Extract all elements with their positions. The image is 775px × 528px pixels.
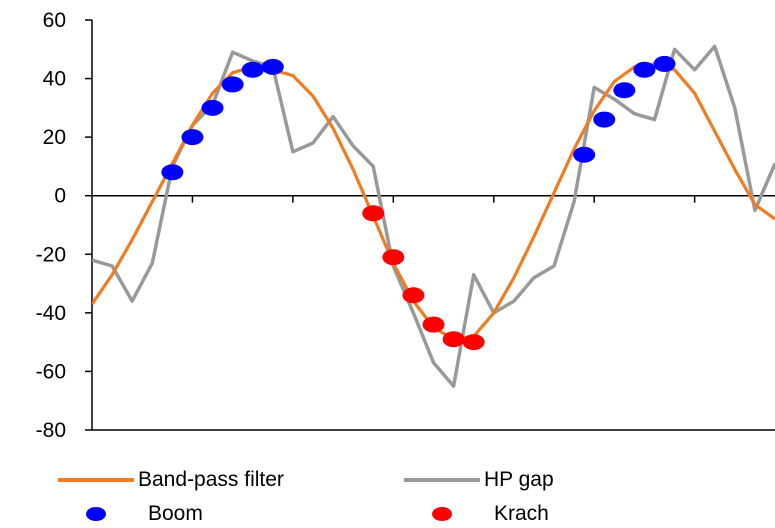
data-point-boom bbox=[261, 58, 284, 75]
y-tick-label: 40 bbox=[43, 68, 66, 91]
data-point-boom bbox=[653, 55, 676, 72]
y-tick-label: 20 bbox=[43, 126, 66, 149]
legend-item-krach: Krach bbox=[404, 502, 549, 526]
legend-label-hp-gap: HP gap bbox=[484, 468, 554, 491]
data-point-krach bbox=[382, 249, 405, 266]
y-tick-label: -40 bbox=[36, 302, 66, 325]
data-point-boom bbox=[573, 146, 596, 163]
legend-swatch-hp-gap bbox=[404, 478, 480, 482]
data-point-krach bbox=[362, 205, 385, 222]
data-point-krach bbox=[422, 316, 445, 333]
data-point-boom bbox=[593, 111, 616, 128]
legend-swatch-band-pass bbox=[58, 478, 134, 482]
legend: Band-pass filter HP gap Boom Krach bbox=[0, 462, 775, 528]
series-line-band-pass bbox=[92, 62, 775, 341]
data-point-boom bbox=[181, 129, 204, 146]
legend-swatch-boom bbox=[86, 507, 106, 521]
legend-label-boom: Boom bbox=[148, 502, 203, 525]
data-point-boom bbox=[633, 61, 656, 78]
y-tick-label: 0 bbox=[54, 185, 66, 208]
y-tick-label: 60 bbox=[43, 9, 66, 32]
legend-label-band-pass: Band-pass filter bbox=[138, 468, 284, 491]
legend-item-hp-gap: HP gap bbox=[404, 468, 554, 492]
data-point-boom bbox=[161, 164, 184, 181]
y-tick-label: -80 bbox=[36, 419, 66, 442]
legend-item-boom: Boom bbox=[58, 502, 203, 526]
data-point-krach bbox=[442, 331, 465, 348]
legend-item-band-pass: Band-pass filter bbox=[58, 468, 284, 492]
legend-label-krach: Krach bbox=[494, 502, 549, 525]
data-point-boom bbox=[201, 99, 224, 116]
data-point-boom bbox=[241, 61, 264, 78]
legend-swatch-krach bbox=[432, 507, 452, 521]
series-line-hp-gap bbox=[92, 44, 775, 388]
data-point-boom bbox=[613, 82, 636, 99]
data-point-krach bbox=[462, 334, 485, 351]
y-tick-label: -20 bbox=[36, 243, 66, 266]
y-tick-label: -60 bbox=[36, 360, 66, 383]
data-point-krach bbox=[402, 287, 425, 304]
data-point-boom bbox=[221, 76, 244, 93]
